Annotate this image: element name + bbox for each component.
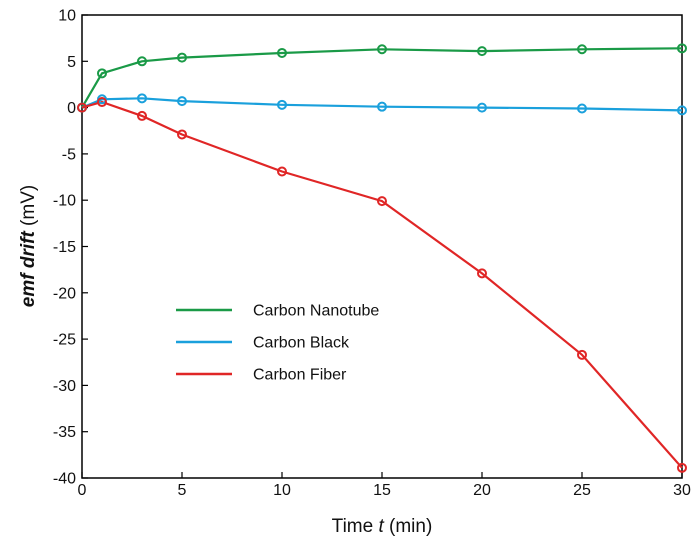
data-point-carbon-fiber bbox=[97, 97, 107, 108]
data-point-carbon-nanotube bbox=[177, 52, 187, 63]
data-point-carbon-black bbox=[477, 102, 487, 113]
y-tick-label: -35 bbox=[53, 424, 76, 441]
y-tick-label: 0 bbox=[67, 100, 76, 117]
series-layer bbox=[77, 43, 687, 473]
y-tick-label: -15 bbox=[53, 239, 76, 256]
x-tick-label: 15 bbox=[373, 482, 391, 499]
y-tick-label: -40 bbox=[53, 471, 76, 488]
data-point-carbon-black bbox=[577, 103, 587, 114]
legend: Carbon Nanotube Carbon Black Carbon Fiber bbox=[176, 303, 379, 384]
data-point-carbon-fiber bbox=[277, 166, 287, 177]
data-point-carbon-black bbox=[177, 96, 187, 107]
y-tick-label: -10 bbox=[53, 193, 76, 210]
x-tick-label: 30 bbox=[673, 482, 691, 499]
data-point-carbon-nanotube bbox=[97, 68, 107, 79]
x-tick-label: 25 bbox=[573, 482, 591, 499]
data-point-carbon-fiber bbox=[677, 462, 687, 473]
data-point-carbon-nanotube bbox=[377, 44, 387, 55]
x-axis-title: Time t (min) bbox=[332, 516, 433, 537]
data-point-carbon-nanotube bbox=[677, 43, 687, 54]
y-tick-label: -25 bbox=[53, 332, 76, 349]
legend-label-carbon-fiber: Carbon Fiber bbox=[253, 367, 347, 384]
y-tick-label: -30 bbox=[53, 378, 76, 395]
data-point-carbon-black bbox=[677, 105, 687, 116]
legend-label-carbon-nanotube: Carbon Nanotube bbox=[253, 303, 379, 320]
data-point-carbon-fiber bbox=[77, 102, 87, 113]
data-point-carbon-nanotube bbox=[577, 44, 587, 55]
data-point-carbon-nanotube bbox=[277, 47, 287, 58]
series-line-carbon-fiber bbox=[81, 100, 683, 469]
y-tick-label: 10 bbox=[58, 8, 76, 25]
data-point-carbon-fiber bbox=[177, 129, 187, 140]
x-tick-label: 20 bbox=[473, 482, 491, 499]
axis-ticks: 0 5 10 15 20 25 30 10 5 0 -5 -10 -15 -20 -25 -30 -35 -40 bbox=[53, 8, 691, 500]
series-line-carbon-nanotube bbox=[81, 47, 683, 109]
x-tick-label: 10 bbox=[273, 482, 291, 499]
y-tick-label: -5 bbox=[62, 146, 76, 163]
data-point-carbon-nanotube bbox=[137, 56, 147, 67]
data-point-carbon-black bbox=[277, 99, 287, 110]
data-point-carbon-fiber bbox=[377, 196, 387, 207]
legend-label-carbon-black: Carbon Black bbox=[253, 335, 350, 352]
data-point-carbon-black bbox=[377, 101, 387, 112]
series-line-carbon-black bbox=[81, 97, 683, 112]
x-tick-label: 0 bbox=[78, 482, 87, 499]
data-point-carbon-fiber bbox=[477, 268, 487, 279]
data-point-carbon-nanotube bbox=[477, 46, 487, 57]
x-tick-label: 5 bbox=[178, 482, 187, 499]
y-tick-label: 5 bbox=[67, 54, 76, 71]
y-tick-label: -20 bbox=[53, 285, 76, 302]
data-point-carbon-fiber bbox=[577, 349, 587, 360]
plot-frame bbox=[81, 14, 683, 479]
y-axis-title: emf drift (mV) bbox=[18, 185, 39, 307]
data-point-carbon-black bbox=[137, 93, 147, 104]
data-point-carbon-fiber bbox=[137, 110, 147, 121]
